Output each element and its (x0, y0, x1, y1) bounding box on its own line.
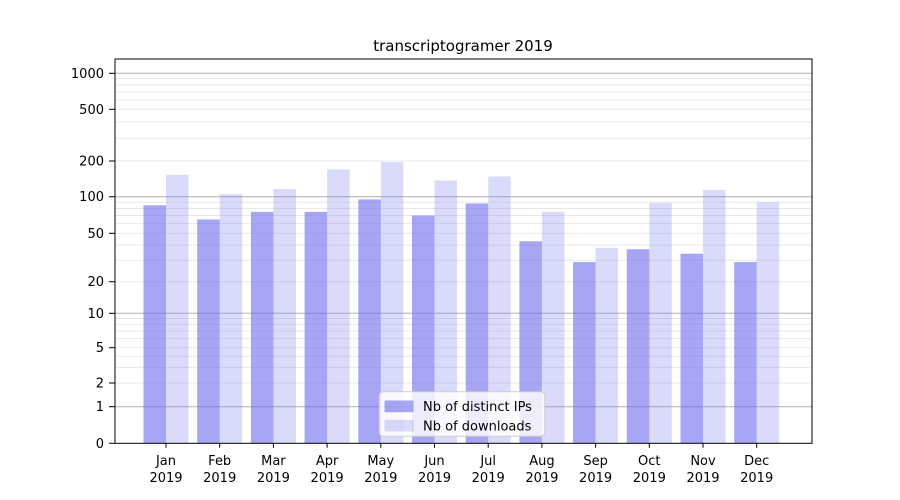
legend: Nb of distinct IPs Nb of downloads (378, 391, 546, 437)
x-tick-label-month: Oct (638, 454, 660, 469)
bar-downloads-aug (541, 211, 565, 444)
bar-downloads-mar (273, 189, 296, 444)
x-tick-label-year: 2019 (149, 471, 182, 486)
x-tick-label-year: 2019 (740, 471, 773, 486)
legend-box (378, 391, 546, 437)
bar-distinct-ips-mar (250, 211, 274, 444)
x-tick-label-year: 2019 (418, 471, 451, 486)
legend-swatch-distinct-ips (384, 400, 414, 413)
x-tick-label-year: 2019 (364, 471, 397, 486)
x-tick-label-month: Mar (261, 454, 286, 469)
bar-downloads-may (380, 162, 404, 444)
x-tick-label-year: 2019 (686, 471, 719, 486)
x-tick-label-month: Jul (479, 454, 496, 469)
plot-frame (114, 58, 813, 444)
x-tick-label-month: May (367, 454, 394, 469)
bar-distinct-ips-feb (197, 219, 220, 444)
y-tick-label: 10 (87, 307, 104, 322)
x-tick-label-month: Nov (690, 454, 716, 469)
x-tick-label-month: Sep (583, 454, 608, 469)
bars-layer (143, 162, 780, 444)
x-tick-label-month: Jun (423, 454, 444, 469)
legend-label-downloads: Nb of downloads (423, 420, 532, 435)
x-tick-label-year: 2019 (633, 471, 666, 486)
bar-downloads-feb (219, 194, 243, 444)
x-tick-label-year: 2019 (311, 471, 344, 486)
legend-label-distinct-ips: Nb of distinct IPs (423, 400, 532, 415)
chart-title: transcriptogramer 2019 (373, 37, 553, 55)
bar-downloads-nov (703, 189, 726, 444)
y-tick-label: 50 (87, 227, 104, 242)
y-tick-label: 1 (96, 400, 104, 415)
x-tick-label-month: Feb (208, 454, 231, 469)
x-tick-label-month: Dec (744, 454, 769, 469)
y-tick-label: 100 (79, 190, 104, 205)
bar-distinct-ips-nov (680, 253, 703, 444)
axis-ticks-layer: 0 1 2 5 10 20 50 100 200 500 1000 Jan 2019 Feb 2019 Mar… (71, 67, 773, 486)
bar-distinct-ips-dec (734, 262, 757, 444)
y-tick-label: 500 (79, 103, 104, 118)
x-tick-label-year: 2019 (203, 471, 236, 486)
y-tick-label: 200 (79, 155, 104, 170)
bar-downloads-dec (756, 202, 780, 444)
bar-distinct-ips-apr (304, 211, 328, 444)
bar-distinct-ips-may (358, 199, 381, 444)
bar-downloads-sep (595, 247, 619, 444)
bar-distinct-ips-jul (465, 203, 489, 444)
x-tick-label-month: Aug (529, 454, 554, 469)
bar-downloads-jan (166, 174, 189, 444)
x-tick-label-year: 2019 (579, 471, 612, 486)
y-tick-label: 1000 (71, 67, 104, 82)
y-tick-label: 2 (96, 377, 104, 392)
y-tick-label: 20 (87, 275, 104, 290)
bar-downloads-oct (649, 202, 672, 444)
bar-distinct-ips-oct (626, 249, 650, 444)
bar-distinct-ips-sep (573, 262, 596, 444)
bar-distinct-ips-jan (143, 205, 166, 444)
x-tick-label-month: Jan (155, 454, 176, 469)
bar-distinct-ips-jun (412, 215, 435, 444)
bar-downloads-jul (488, 176, 511, 444)
bar-downloads-jun (434, 180, 457, 444)
x-tick-label-month: Apr (316, 454, 339, 469)
legend-swatch-downloads (384, 419, 414, 432)
y-tick-label: 5 (96, 341, 104, 356)
x-tick-label-year: 2019 (525, 471, 558, 486)
x-tick-label-year: 2019 (472, 471, 505, 486)
x-tick-label-year: 2019 (257, 471, 290, 486)
bar-downloads-apr (327, 169, 350, 444)
y-tick-label: 0 (96, 437, 104, 452)
